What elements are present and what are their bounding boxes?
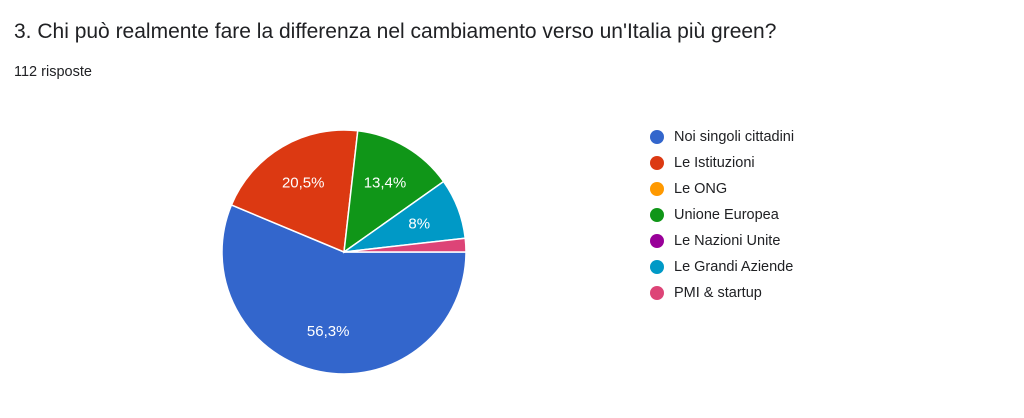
slice-label-3: 13,4% — [364, 175, 407, 192]
legend-item-6[interactable]: PMI & startup — [650, 280, 794, 306]
legend-dot-icon — [650, 182, 664, 196]
pie-slice-1[interactable] — [230, 129, 359, 254]
legend-label: PMI & startup — [674, 285, 762, 301]
pie-slice-0[interactable] — [221, 203, 467, 375]
legend-dot-icon — [650, 260, 664, 274]
slice-label-1: 20,5% — [282, 175, 325, 192]
legend-label: Noi singoli cittadini — [674, 129, 795, 145]
legend-dot-icon — [650, 156, 664, 170]
legend-dot-icon — [650, 286, 664, 300]
chart-legend: Noi singoli cittadini Le Istituzioni Le ON… — [650, 124, 794, 306]
legend-item-5[interactable]: Le Grandi Aziende — [650, 254, 794, 280]
slice-label-0: 56,3% — [307, 323, 350, 340]
pie-chart: 56,3% 20,5% 13,4% 8% — [221, 129, 467, 375]
response-count: 112 risposte — [14, 64, 92, 80]
legend-item-4[interactable]: Le Nazioni Unite — [650, 228, 794, 254]
legend-dot-icon — [650, 234, 664, 248]
legend-label: Unione Europea — [674, 207, 779, 223]
legend-dot-icon — [650, 208, 664, 222]
legend-item-2[interactable]: Le ONG — [650, 176, 794, 202]
pie-slice-6[interactable] — [343, 237, 467, 253]
pie-slice-3[interactable] — [343, 129, 445, 254]
legend-label: Le Istituzioni — [674, 155, 755, 171]
legend-label: Le Nazioni Unite — [674, 233, 781, 249]
legend-item-1[interactable]: Le Istituzioni — [650, 150, 794, 176]
slice-label-5: 8% — [408, 215, 430, 232]
legend-item-3[interactable]: Unione Europea — [650, 202, 794, 228]
legend-label: Le ONG — [674, 181, 728, 197]
legend-label: Le Grandi Aziende — [674, 259, 794, 275]
legend-dot-icon — [650, 130, 664, 144]
legend-item-0[interactable]: Noi singoli cittadini — [650, 124, 794, 150]
question-title: 3. Chi può realmente fare la differenza … — [14, 20, 777, 43]
